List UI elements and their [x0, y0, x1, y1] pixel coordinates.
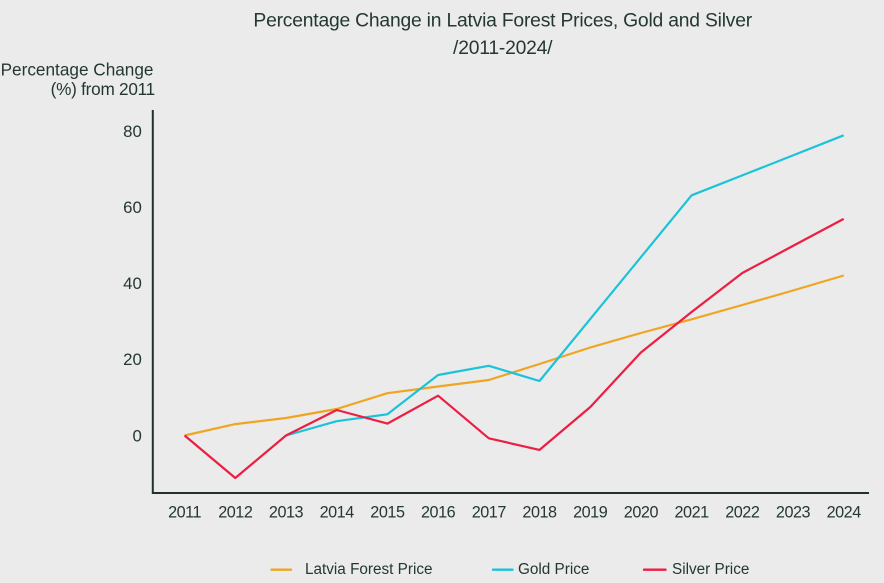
- svg-text:2024: 2024: [827, 504, 862, 522]
- svg-text:Gold Price: Gold Price: [518, 561, 589, 578]
- svg-text:2023: 2023: [776, 504, 811, 522]
- svg-text:2013: 2013: [269, 504, 304, 522]
- svg-text:2015: 2015: [370, 504, 405, 522]
- svg-text:Percentage Change: Percentage Change: [1, 60, 154, 80]
- svg-text:/2011-2024/: /2011-2024/: [453, 38, 553, 59]
- svg-text:60: 60: [123, 198, 142, 217]
- svg-text:2017: 2017: [472, 504, 507, 522]
- svg-text:2019: 2019: [573, 504, 608, 522]
- svg-text:Silver Price: Silver Price: [672, 561, 749, 578]
- svg-text:Latvia Forest Price: Latvia Forest Price: [305, 561, 433, 578]
- svg-text:2022: 2022: [725, 504, 760, 522]
- svg-text:(%) from 2011: (%) from 2011: [51, 79, 155, 99]
- svg-text:2018: 2018: [522, 504, 557, 522]
- svg-text:0: 0: [132, 426, 141, 445]
- svg-text:2021: 2021: [674, 504, 709, 522]
- svg-text:40: 40: [123, 274, 142, 293]
- svg-text:2014: 2014: [320, 504, 355, 522]
- svg-text:2011: 2011: [168, 504, 201, 522]
- svg-text:2020: 2020: [624, 504, 659, 522]
- svg-text:2016: 2016: [421, 504, 456, 522]
- svg-text:20: 20: [123, 350, 142, 369]
- svg-text:80: 80: [123, 122, 142, 141]
- svg-text:2012: 2012: [218, 504, 253, 522]
- svg-text:Percentage Change in Latvia Fo: Percentage Change in Latvia Forest Price…: [253, 11, 752, 32]
